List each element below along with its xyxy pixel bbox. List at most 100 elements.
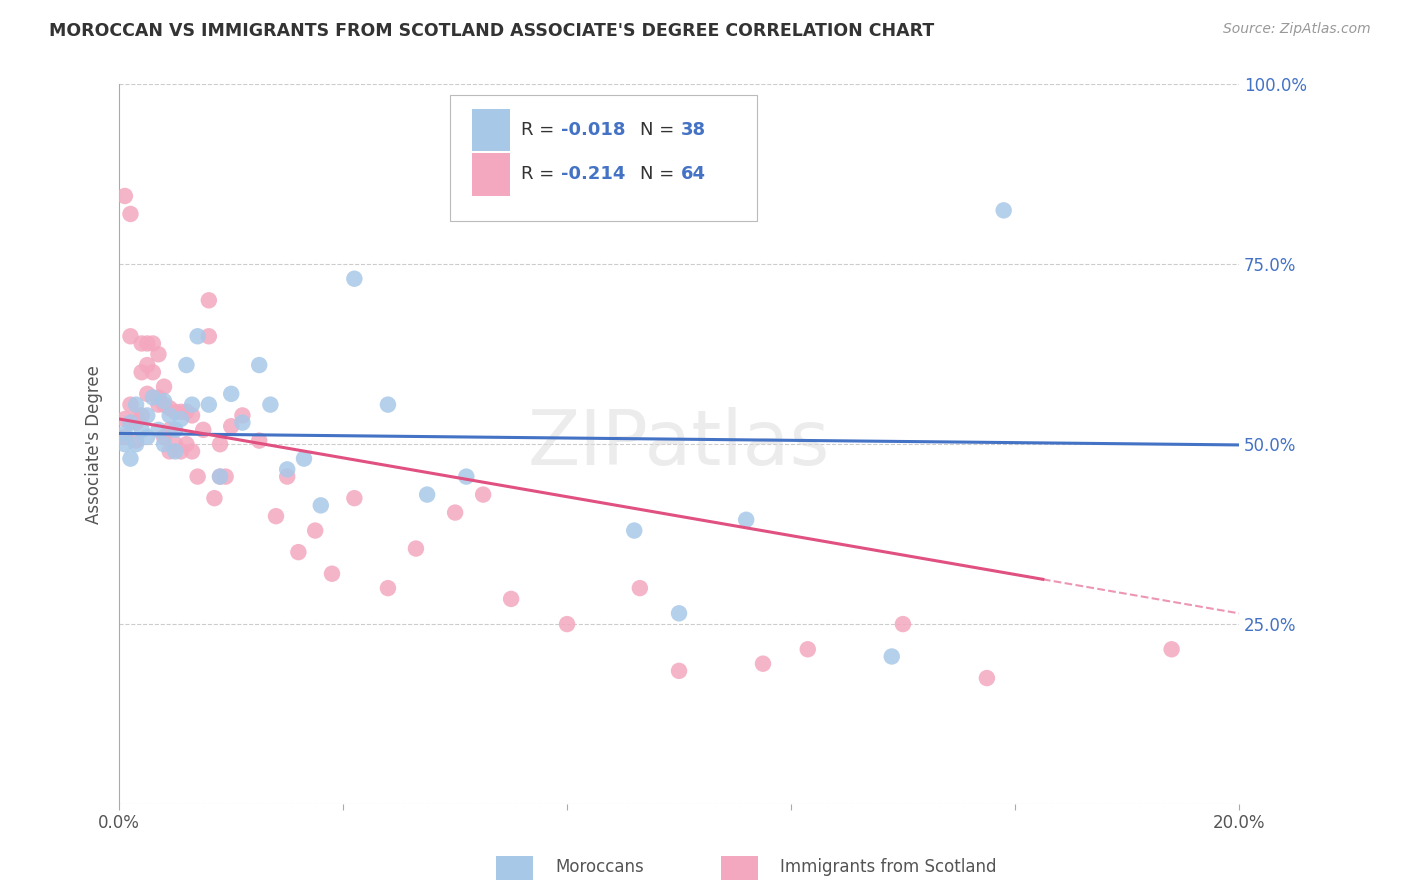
Point bbox=[159, 444, 181, 458]
Point bbox=[668, 664, 690, 678]
Point bbox=[472, 487, 495, 501]
Point bbox=[204, 491, 226, 505]
Point bbox=[136, 430, 159, 444]
Point bbox=[891, 617, 914, 632]
Point bbox=[114, 412, 136, 426]
Point bbox=[501, 591, 523, 606]
Point bbox=[304, 524, 326, 538]
Text: -0.018: -0.018 bbox=[561, 120, 626, 139]
Point bbox=[142, 365, 165, 379]
Text: 38: 38 bbox=[682, 120, 706, 139]
Point bbox=[120, 329, 142, 343]
Point bbox=[136, 387, 159, 401]
Point bbox=[153, 394, 176, 409]
Point bbox=[219, 419, 242, 434]
Point bbox=[120, 207, 142, 221]
Text: -0.214: -0.214 bbox=[561, 165, 626, 184]
FancyBboxPatch shape bbox=[450, 95, 758, 221]
Point bbox=[231, 409, 253, 423]
Text: 64: 64 bbox=[682, 165, 706, 184]
Point bbox=[208, 469, 231, 483]
Text: R =: R = bbox=[522, 165, 560, 184]
Point bbox=[176, 405, 198, 419]
Point bbox=[165, 405, 187, 419]
Point bbox=[456, 469, 478, 483]
Text: Source: ZipAtlas.com: Source: ZipAtlas.com bbox=[1223, 22, 1371, 37]
Point bbox=[1160, 642, 1182, 657]
Point bbox=[125, 437, 148, 451]
Point bbox=[880, 649, 903, 664]
Text: N =: N = bbox=[640, 120, 681, 139]
Point bbox=[181, 398, 204, 412]
Point bbox=[343, 271, 366, 285]
Point bbox=[735, 513, 758, 527]
Point bbox=[276, 469, 298, 483]
Point bbox=[259, 398, 281, 412]
Point bbox=[170, 412, 193, 426]
Point bbox=[148, 391, 170, 405]
FancyBboxPatch shape bbox=[472, 109, 510, 151]
Point bbox=[153, 437, 176, 451]
Text: MOROCCAN VS IMMIGRANTS FROM SCOTLAND ASSOCIATE'S DEGREE CORRELATION CHART: MOROCCAN VS IMMIGRANTS FROM SCOTLAND ASS… bbox=[49, 22, 935, 40]
Point bbox=[181, 409, 204, 423]
Text: N =: N = bbox=[640, 165, 681, 184]
Point bbox=[555, 617, 578, 632]
Point bbox=[343, 491, 366, 505]
Y-axis label: Associate's Degree: Associate's Degree bbox=[86, 365, 103, 524]
Text: R =: R = bbox=[522, 120, 560, 139]
Point bbox=[377, 581, 399, 595]
Point bbox=[165, 437, 187, 451]
Point bbox=[165, 423, 187, 437]
Point bbox=[131, 365, 153, 379]
Point bbox=[148, 347, 170, 361]
Point bbox=[142, 336, 165, 351]
Point bbox=[287, 545, 309, 559]
Point bbox=[247, 358, 270, 372]
Point bbox=[114, 437, 136, 451]
Point bbox=[214, 469, 236, 483]
Point bbox=[114, 430, 136, 444]
Point bbox=[198, 329, 221, 343]
Point bbox=[120, 398, 142, 412]
Point bbox=[993, 203, 1015, 218]
Point bbox=[114, 426, 136, 441]
Point bbox=[623, 524, 645, 538]
Point bbox=[159, 401, 181, 416]
Point bbox=[136, 409, 159, 423]
Point bbox=[142, 391, 165, 405]
Point bbox=[752, 657, 775, 671]
Point bbox=[444, 506, 467, 520]
Point bbox=[125, 412, 148, 426]
Point bbox=[136, 358, 159, 372]
Point bbox=[131, 423, 153, 437]
Point bbox=[120, 416, 142, 430]
Point bbox=[148, 423, 170, 437]
Point bbox=[416, 487, 439, 501]
Point bbox=[125, 434, 148, 448]
Point bbox=[292, 451, 315, 466]
Point bbox=[797, 642, 820, 657]
Point bbox=[125, 416, 148, 430]
Point bbox=[136, 336, 159, 351]
Point bbox=[187, 469, 209, 483]
Point bbox=[176, 358, 198, 372]
Point bbox=[976, 671, 998, 685]
Point bbox=[114, 189, 136, 203]
FancyBboxPatch shape bbox=[472, 153, 510, 195]
Point bbox=[321, 566, 343, 581]
Point bbox=[264, 509, 287, 524]
Point bbox=[181, 444, 204, 458]
Text: Immigrants from Scotland: Immigrants from Scotland bbox=[780, 858, 997, 876]
Text: ZIPatlas: ZIPatlas bbox=[527, 408, 830, 481]
Point bbox=[170, 444, 193, 458]
Point bbox=[131, 336, 153, 351]
Point bbox=[193, 423, 215, 437]
Point bbox=[153, 379, 176, 393]
Point bbox=[198, 293, 221, 308]
Point bbox=[170, 405, 193, 419]
Point bbox=[208, 437, 231, 451]
Point bbox=[153, 430, 176, 444]
Point bbox=[131, 409, 153, 423]
Point bbox=[159, 409, 181, 423]
Text: Moroccans: Moroccans bbox=[555, 858, 644, 876]
